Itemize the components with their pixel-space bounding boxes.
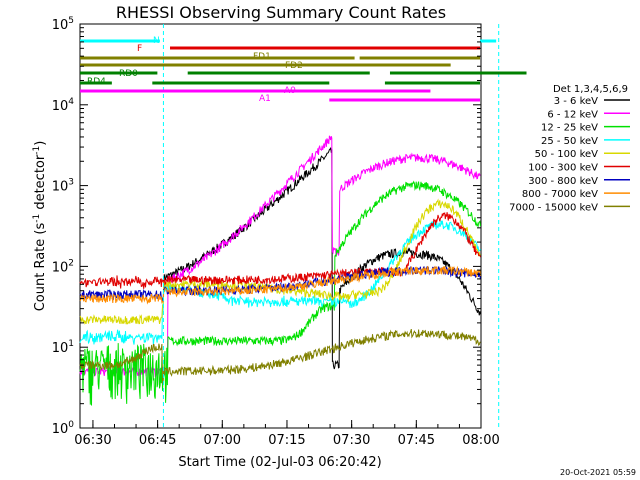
x-tick-label-5: 07:45 — [398, 433, 435, 448]
status-bar-label-6: A0 — [284, 86, 296, 96]
status-bar-label-1: F — [137, 44, 142, 54]
y-tick-label-2: 102 — [52, 258, 74, 275]
series-line-5 — [79, 212, 481, 289]
axis-ticks: 06:30 06:45 07:00 07:15 07:30 07:45 08:00 100 10… — [52, 16, 500, 448]
series-line-8 — [79, 328, 481, 384]
legend: Det 1,3,4,5,6,93 - 6 keV 6 - 12 keV 12 - 2… — [509, 84, 630, 213]
status-bar-label-7: A1 — [259, 94, 271, 104]
y-tick-label-4: 104 — [52, 97, 75, 114]
status-bar-label-4: RD0 — [119, 69, 138, 79]
legend-label-5: 100 - 300 keV — [528, 163, 598, 174]
legend-title: Det 1,3,4,5,6,9 — [553, 84, 628, 95]
legend-label-8: 7000 - 15000 keV — [509, 202, 598, 213]
y-axis-label: Count Rate (s-1 detector-1) — [32, 141, 48, 312]
chart-title: RHESSI Observing Summary Count Rates — [116, 3, 446, 22]
series-group — [79, 24, 500, 428]
status-bar-label-0: N — [153, 36, 160, 46]
y-label-sup2: -1 — [32, 146, 42, 155]
legend-label-3: 25 - 50 keV — [541, 136, 598, 147]
series-line-3 — [79, 220, 481, 345]
series-line-1 — [79, 135, 481, 378]
x-tick-label-0: 06:30 — [74, 433, 111, 448]
series-line-7 — [79, 265, 481, 305]
series-line-0 — [163, 147, 481, 370]
y-tick-label-1: 101 — [52, 339, 74, 356]
series-line-2 — [79, 180, 481, 406]
status-bar-label-2: FD1 — [253, 52, 271, 62]
legend-label-7: 800 - 7000 keV — [522, 189, 598, 200]
y-tick-label-5: 105 — [52, 16, 74, 33]
legend-label-4: 50 - 100 keV — [535, 149, 599, 160]
legend-label-2: 12 - 25 keV — [541, 123, 598, 134]
y-label-end: ) — [33, 141, 48, 146]
y-tick-label-0: 100 — [52, 420, 75, 437]
y-tick-label-3: 103 — [52, 178, 74, 195]
x-tick-label-3: 07:15 — [268, 433, 305, 448]
legend-label-6: 300 - 800 keV — [528, 176, 598, 187]
y-label-mid: detector — [33, 154, 48, 214]
x-tick-label-4: 07:30 — [333, 433, 370, 448]
legend-label-1: 6 - 12 keV — [547, 109, 598, 120]
x-tick-label-2: 07:00 — [204, 433, 241, 448]
status-bars: N F FD1 FD2 RD0 RD4 A0 A1 — [80, 36, 527, 104]
x-tick-label-6: 08:00 — [462, 433, 499, 448]
legend-label-0: 3 - 6 keV — [554, 96, 598, 107]
y-label-sup1: -1 — [32, 214, 42, 223]
series-line-4 — [79, 198, 481, 325]
status-bar-label-5: RD4 — [87, 77, 106, 87]
status-bar-label-3: FD2 — [285, 61, 303, 71]
x-axis-label: Start Time (02-Jul-03 06:20:42) — [178, 455, 381, 470]
x-tick-label-1: 06:45 — [139, 433, 176, 448]
y-label-main: Count Rate (s — [33, 223, 48, 312]
plot-frame — [79, 23, 482, 429]
timestamp: 20-Oct-2021 05:59 — [560, 468, 636, 477]
